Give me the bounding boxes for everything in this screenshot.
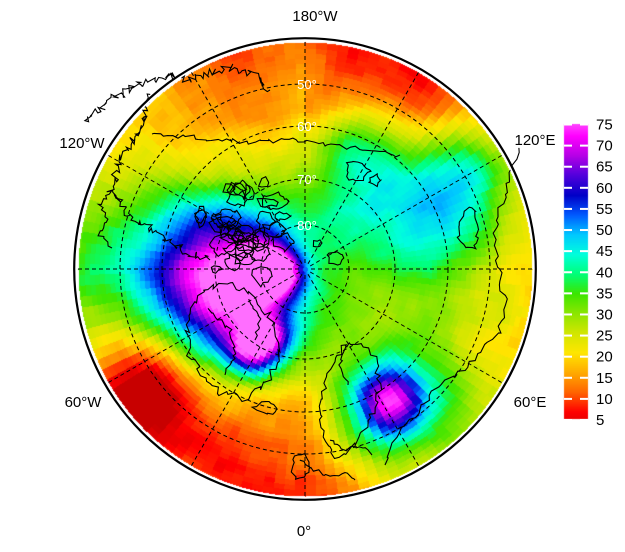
svg-text:30: 30 <box>596 306 613 323</box>
svg-text:50: 50 <box>596 222 613 239</box>
svg-text:10: 10 <box>596 391 613 408</box>
svg-text:25: 25 <box>596 328 613 345</box>
svg-text:75: 75 <box>596 117 613 134</box>
svg-text:55: 55 <box>596 201 613 218</box>
svg-text:15: 15 <box>596 370 613 387</box>
svg-text:40: 40 <box>596 264 613 281</box>
svg-text:60: 60 <box>596 180 613 197</box>
svg-text:65: 65 <box>596 159 613 176</box>
svg-text:20: 20 <box>596 349 613 366</box>
svg-text:5: 5 <box>596 412 604 429</box>
svg-text:70: 70 <box>596 138 613 155</box>
svg-text:35: 35 <box>596 285 613 302</box>
svg-text:45: 45 <box>596 243 613 260</box>
